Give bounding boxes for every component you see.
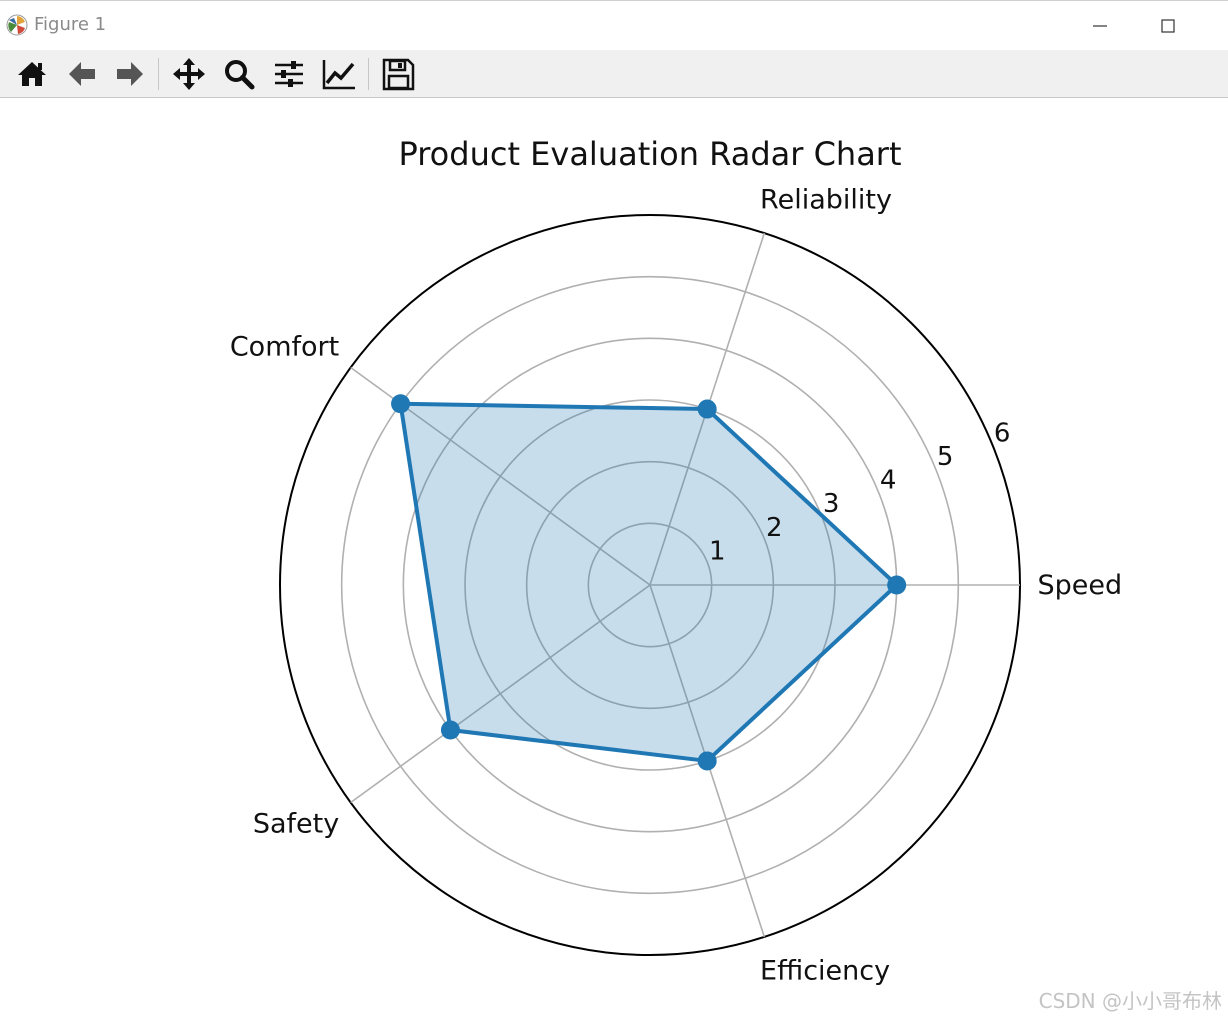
- pan-icon[interactable]: [171, 56, 207, 92]
- zoom-icon[interactable]: [221, 56, 257, 92]
- data-point: [697, 399, 717, 419]
- data-point: [440, 720, 460, 740]
- series-line: [398, 401, 899, 763]
- figure-canvas[interactable]: Product Evaluation Radar Chart Speed Reli…: [0, 98, 1228, 1020]
- home-icon[interactable]: [14, 56, 50, 92]
- minimize-button[interactable]: [1080, 9, 1120, 43]
- toolbar-separator: [368, 58, 369, 90]
- forward-icon[interactable]: [112, 56, 148, 92]
- category-label: Safety: [253, 808, 339, 839]
- save-icon[interactable]: [380, 56, 416, 92]
- app-logo-icon: [6, 14, 28, 36]
- category-labels: Speed Reliability Comfort Safety Efficiency: [230, 184, 1122, 986]
- toolbar-separator: [158, 58, 159, 90]
- radial-tick-label: 3: [823, 489, 840, 519]
- edit-axis-icon[interactable]: [321, 56, 357, 92]
- radial-tick-label: 2: [766, 513, 783, 543]
- category-label: Reliability: [760, 184, 892, 215]
- navigation-toolbar: [0, 50, 1228, 98]
- data-point: [697, 751, 717, 771]
- radial-tick-label: 5: [937, 442, 954, 472]
- window-title: Figure 1: [34, 14, 107, 35]
- data-point: [391, 394, 411, 414]
- maximize-button[interactable]: [1148, 9, 1188, 43]
- category-label: Comfort: [230, 332, 339, 363]
- watermark: CSDN @小小哥布林: [1038, 989, 1222, 1013]
- radar-chart: Product Evaluation Radar Chart Speed Reli…: [230, 135, 1122, 987]
- grid-spoke: [350, 584, 651, 804]
- angular-grid: [350, 232, 1020, 938]
- radial-tick-label: 6: [994, 418, 1011, 448]
- data-point: [887, 575, 907, 595]
- radial-tick-label: 1: [709, 536, 726, 566]
- category-label: Efficiency: [760, 956, 890, 987]
- radial-tick-label: 4: [880, 466, 897, 496]
- radial-tick-labels: 1 2 3 4 5 6: [709, 418, 1010, 566]
- category-label: Speed: [1037, 570, 1122, 601]
- chart-title: Product Evaluation Radar Chart: [398, 135, 901, 173]
- series-layer: [391, 394, 907, 771]
- back-icon[interactable]: [64, 56, 100, 92]
- configure-subplots-icon[interactable]: [271, 56, 307, 92]
- window-titlebar: Figure 1: [0, 0, 1228, 50]
- series-fill: [400, 403, 897, 761]
